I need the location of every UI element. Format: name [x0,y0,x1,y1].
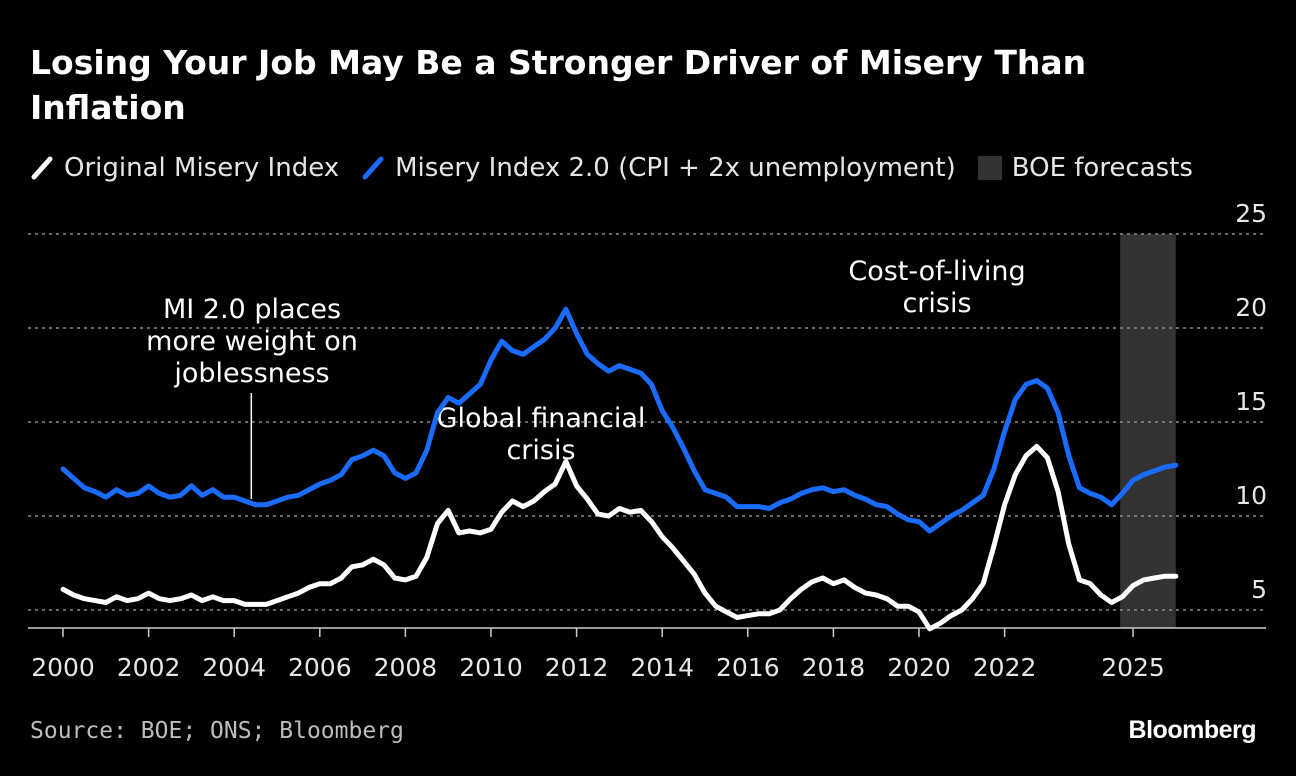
original-misery-index-line [60,443,1179,632]
legend-line-icon-white [30,156,54,180]
y-tick-label-5: 5 [1251,575,1267,604]
legend-item-original: Original Misery Index [30,153,339,183]
legend-label-original: Original Misery Index [64,153,340,183]
annotation-text-3: crisis [902,288,971,319]
annotation-text-1: MI 2.0 places [163,294,341,325]
bloomberg-logo: Bloomberg [1128,716,1257,744]
x-tick-label-2018: 2018 [802,653,866,682]
y-tick-label-20: 20 [1235,293,1267,322]
legend-item-forecast: BOE forecasts [977,153,1193,183]
x-tick-label-2022: 2022 [973,653,1037,682]
legend: Original Misery Index Misery Index 2.0 (… [30,150,1215,186]
x-tick-label-2016: 2016 [716,653,780,682]
misery-index-2-line [60,306,1179,534]
legend-label-mi2: Misery Index 2.0 (CPI + 2x unemployment) [395,153,956,183]
legend-line-icon-blue [361,156,385,180]
annotation-text-1: more weight on [146,326,358,357]
x-tick-label-2010: 2010 [459,653,523,682]
x-tick-label-2008: 2008 [374,653,438,682]
legend-item-mi2: Misery Index 2.0 (CPI + 2x unemployment) [361,153,956,183]
source-note: Source: BOE; ONS; Bloomberg [30,718,404,744]
annotation-text-1: joblessness [173,358,329,389]
forecast-band [1120,234,1176,628]
x-tick-label-2006: 2006 [288,653,352,682]
annotation-text-3: Cost-of-living [848,256,1025,287]
x-tick-label-2014: 2014 [630,653,694,682]
y-tick-label-25: 25 [1235,199,1267,228]
y-tick-label-10: 10 [1235,481,1267,510]
x-tick-label-2025: 2025 [1101,653,1165,682]
x-tick-label-2012: 2012 [545,653,609,682]
x-tick-label-2002: 2002 [117,653,181,682]
annotation-text-2: Global financial [437,403,646,434]
legend-box-icon [977,156,1002,180]
x-tick-label-2004: 2004 [202,653,266,682]
x-tick-label-2020: 2020 [887,653,951,682]
x-tick-label-2000: 2000 [31,653,95,682]
y-tick-label-15: 15 [1235,387,1267,416]
legend-label-forecast: BOE forecasts [1011,153,1193,183]
chart-title: Losing Your Job May Be a Stronger Driver… [30,43,1087,127]
